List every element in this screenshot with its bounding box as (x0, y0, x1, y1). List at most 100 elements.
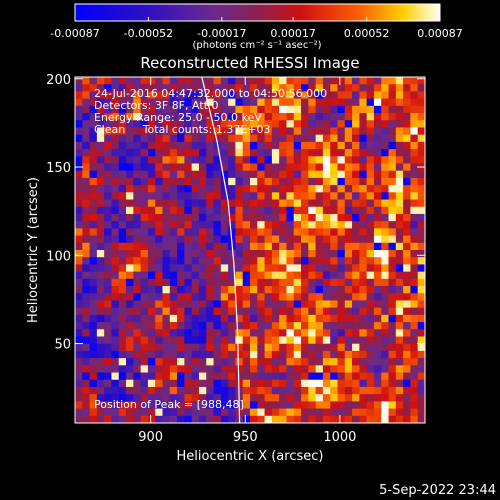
heatmap-cell (198, 156, 207, 164)
heatmap-cell (82, 379, 90, 388)
heatmap-cell (111, 307, 120, 316)
heatmap-cell (250, 170, 258, 179)
heatmap-cell (118, 257, 127, 265)
heatmap-cell (301, 322, 309, 330)
heatmap-cell (118, 206, 127, 215)
heatmap-cell (111, 77, 120, 85)
heatmap-cell (271, 372, 280, 381)
heatmap-cell (147, 120, 156, 128)
heatmap-cell (359, 98, 367, 107)
heatmap-cell (293, 141, 302, 150)
heatmap-cell (330, 199, 338, 208)
heatmap-cell (403, 336, 411, 345)
heatmap-cell (147, 105, 156, 114)
heatmap-cell (213, 163, 222, 172)
heatmap-cell (250, 149, 258, 157)
heatmap-cell (228, 170, 236, 179)
heatmap-cell (250, 98, 258, 107)
heatmap-cell (147, 379, 156, 388)
heatmap-cell (257, 84, 265, 92)
annotation-detectors: Detectors: 3F 8F, Att 0 (94, 99, 218, 112)
heatmap-cell (169, 358, 178, 366)
heatmap-cell (155, 77, 163, 85)
heatmap-cell (242, 322, 251, 330)
heatmap-cell (191, 206, 200, 215)
heatmap-cell (271, 206, 280, 215)
heatmap-cell (177, 408, 185, 417)
heatmap-cell (242, 278, 251, 287)
heatmap-cell (308, 372, 316, 381)
heatmap-cell (257, 105, 265, 114)
heatmap-cell (140, 221, 149, 229)
heatmap-cell (104, 408, 112, 417)
heatmap-cell (308, 206, 316, 215)
heatmap-cell (89, 322, 98, 330)
heatmap-cell (366, 408, 375, 417)
heatmap-cell (381, 401, 389, 409)
heatmap-cell (82, 206, 90, 215)
heatmap-cell (133, 358, 141, 366)
heatmap-cell (279, 105, 287, 114)
heatmap-cell (388, 141, 397, 150)
heatmap-cell (301, 91, 309, 99)
heatmap-cell (147, 408, 156, 417)
heatmap-cell (352, 242, 360, 251)
heatmap-cell (279, 98, 287, 107)
heatmap-cell (162, 206, 171, 215)
heatmap-cell (104, 134, 112, 143)
heatmap-cell (162, 401, 171, 409)
heatmap-cell (111, 394, 120, 402)
heatmap-cell (191, 141, 200, 150)
heatmap-cell (96, 228, 105, 236)
heatmap-cell (337, 98, 346, 107)
heatmap-cell (82, 177, 90, 186)
heatmap-cell (359, 372, 367, 381)
heatmap-cell (118, 134, 127, 143)
heatmap-cell (147, 358, 156, 366)
heatmap-cell (235, 185, 244, 193)
heatmap-cell (133, 336, 141, 345)
y-axis-label: Heliocentric Y (arcsec) (26, 177, 41, 323)
heatmap-cell (366, 213, 375, 222)
heatmap-cell (373, 170, 382, 179)
heatmap-cell (308, 113, 316, 121)
heatmap-cell (417, 278, 425, 287)
heatmap-cell (257, 98, 265, 107)
heatmap-cell (155, 415, 163, 423)
heatmap-cell (140, 113, 149, 121)
heatmap-cell (228, 350, 236, 359)
heatmap-cell (126, 105, 134, 114)
heatmap-cell (126, 185, 134, 193)
heatmap-cell (155, 242, 163, 251)
heatmap-cell (242, 372, 251, 381)
heatmap-cell (410, 264, 419, 272)
heatmap-cell (213, 350, 222, 359)
heatmap-cell (169, 264, 178, 272)
heatmap-cell (118, 336, 127, 345)
heatmap-cell (403, 242, 411, 251)
heatmap-cell (242, 113, 251, 121)
heatmap-cell (388, 206, 397, 215)
heatmap-cell (322, 401, 331, 409)
heatmap-cell (315, 257, 324, 265)
heatmap-cell (308, 250, 316, 258)
heatmap-cell (322, 372, 331, 381)
heatmap-cell (177, 177, 185, 186)
heatmap-cell (359, 242, 367, 251)
heatmap-cell (388, 120, 397, 128)
heatmap-cell (395, 134, 404, 143)
heatmap-cell (388, 329, 397, 337)
heatmap-cell (96, 394, 105, 402)
heatmap-cell (147, 228, 156, 236)
heatmap-cell (286, 120, 295, 128)
heatmap-cell (352, 156, 360, 164)
heatmap-cell (403, 213, 411, 222)
heatmap-cell (191, 322, 200, 330)
heatmap-cell (198, 91, 207, 99)
heatmap-cell (301, 213, 309, 222)
heatmap-cell (381, 91, 389, 99)
heatmap-cell (308, 278, 316, 287)
heatmap-cell (96, 213, 105, 222)
heatmap-cell (264, 170, 273, 179)
heatmap-cell (373, 127, 382, 135)
